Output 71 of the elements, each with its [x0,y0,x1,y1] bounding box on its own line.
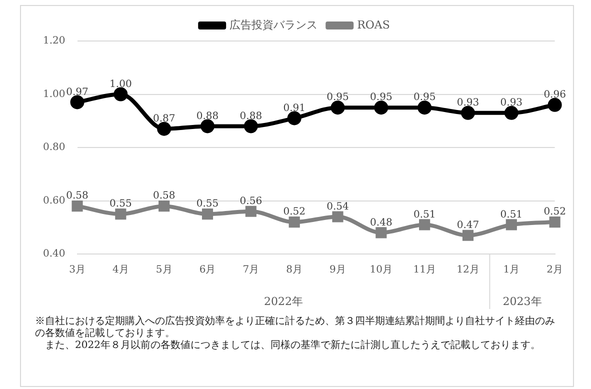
x-tick-label: 8月 [286,264,303,276]
y-tick-label: 0.40 [43,248,66,260]
point [200,119,215,134]
x-tick-label: 3月 [69,264,86,276]
data-label: 0.55 [196,198,219,210]
data-label: 0.54 [326,201,349,212]
point [330,100,345,115]
point [332,211,344,222]
point [72,200,83,212]
x-tick-label: 12月 [456,264,480,276]
data-label: 0.93 [456,97,480,108]
data-label: 0.52 [283,206,306,218]
data-label: 0.93 [500,97,523,108]
data-label: 0.95 [370,92,392,104]
point [244,119,258,134]
y-tick-label: 1.20 [43,36,66,47]
point [287,111,302,126]
point [157,122,172,136]
data-label: 0.91 [283,102,306,114]
x-tick-label: 6月 [199,264,216,276]
data-label: 0.58 [152,190,176,202]
legend-label: 広告投資バランス [230,18,318,32]
y-tick-label: 1.00 [43,88,66,100]
data-label: 1.00 [110,78,132,90]
legend-label: ROAS [357,18,390,32]
x-tick-label: 4月 [112,264,129,276]
point [462,230,474,241]
data-label: 0.51 [413,209,436,220]
x-tick-label: 5月 [156,264,172,276]
point [70,95,84,110]
data-label: 0.51 [500,209,523,220]
point [374,100,388,115]
data-label: 0.96 [544,89,566,100]
data-label: 0.87 [152,113,176,124]
point [548,98,562,112]
data-label: 0.56 [240,196,262,207]
x-tick-label: 9月 [330,264,346,276]
data-label: 0.88 [240,110,262,122]
point [549,216,560,228]
text: また、2022年８月以前の各数値につきましては、同様の基準で新たに計測し直したうえで記載しております。 [45,340,542,352]
text: ※自社における定期購入への広告投資効率をより正確に計るため、第３四半期連結累計期間より自社サイト経由のみの各数値を記載しております。 [35,316,555,340]
point [115,208,126,220]
point [418,100,432,115]
point [202,208,214,220]
y-tick-label: 0.80 [43,142,66,154]
data-label: 0.48 [370,217,392,228]
data-label: 0.88 [196,110,219,122]
data-label: 0.97 [66,86,88,98]
point [376,227,387,238]
data-label: 0.52 [544,206,566,218]
data-label: 0.47 [456,220,480,231]
point [460,106,475,120]
point [158,200,170,212]
point [504,106,518,120]
point [506,219,517,230]
point [245,206,256,217]
x-tick-label: 11月 [413,264,436,276]
point [288,216,300,228]
x-tick-label: 2月 [546,264,564,276]
data-label: 0.95 [326,92,349,104]
text: 2023年 [502,294,542,308]
x-tick-label: 10月 [370,264,393,276]
data-label: 0.58 [66,190,88,202]
data-label: 0.55 [110,198,132,210]
text: 2022年 [264,294,303,308]
x-tick-label: 1月 [503,264,520,276]
y-tick-label: 0.60 [43,195,66,206]
point [419,219,430,230]
data-label: 0.95 [413,92,436,104]
point [114,87,128,102]
x-tick-label: 7月 [242,264,260,276]
